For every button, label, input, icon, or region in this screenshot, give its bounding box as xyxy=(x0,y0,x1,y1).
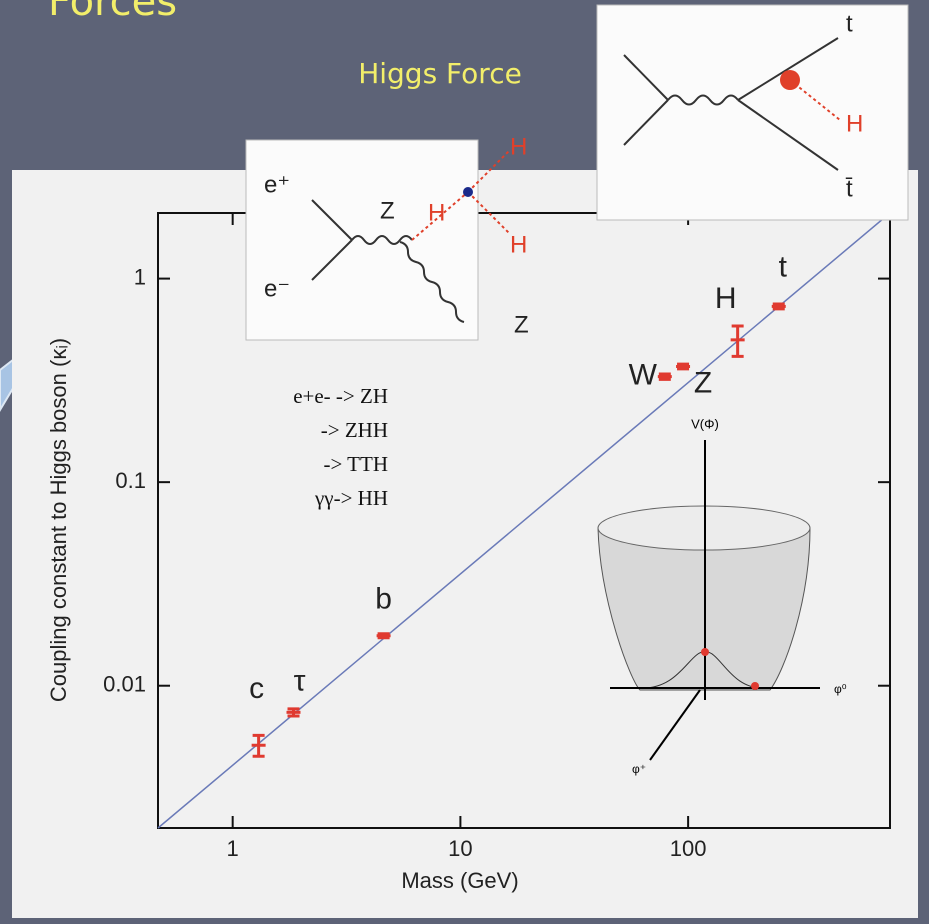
diagram-label: t̄ xyxy=(845,175,853,202)
diagram-label: H xyxy=(510,133,527,160)
y-tick-label: 0.01 xyxy=(103,672,146,697)
point-label: b xyxy=(375,583,392,616)
y-tick-label: 1 xyxy=(134,264,146,289)
diagram-label: e⁺ xyxy=(264,171,290,198)
diagram-tth: t H t̄ xyxy=(597,5,908,220)
diagram-label: H xyxy=(510,231,527,258)
x-tick-label: 10 xyxy=(448,836,472,861)
potential-label: φ⁰ xyxy=(834,682,847,696)
slide-title: Forces xyxy=(48,0,177,25)
annotation: -> ZHH xyxy=(321,418,388,442)
y-tick-label: 0.1 xyxy=(115,468,146,493)
vertex xyxy=(463,187,473,197)
diagram-label: Z xyxy=(514,311,529,338)
slide: Forces Higgs Force Mass (GeV) Coupling c… xyxy=(0,0,929,924)
point-label: Z xyxy=(694,366,712,399)
dot xyxy=(701,648,709,656)
diagram-label: H xyxy=(846,110,863,137)
dot xyxy=(751,682,759,690)
diagram-label: t xyxy=(846,10,853,37)
diagram-label: e⁻ xyxy=(264,275,290,302)
diagram-box xyxy=(246,140,478,340)
vertex xyxy=(780,70,800,90)
point-label: H xyxy=(715,282,737,315)
potential-label: φ⁺ xyxy=(632,762,646,776)
point-label: t xyxy=(779,250,788,283)
point-label: W xyxy=(629,359,658,392)
slide-subtitle: Higgs Force xyxy=(358,57,522,90)
point-label: τ xyxy=(294,664,306,697)
annotation: γγ-> HH xyxy=(314,486,388,510)
point-label: c xyxy=(249,672,264,705)
annotation: e+e- -> ZH xyxy=(293,384,388,408)
potential-label: V(Φ) xyxy=(691,416,719,431)
diagram-label: H xyxy=(428,199,445,226)
x-tick-label: 100 xyxy=(670,836,707,861)
x-tick-label: 1 xyxy=(227,836,239,861)
annotation: -> TTH xyxy=(323,452,388,476)
x-axis-label: Mass (GeV) xyxy=(401,868,518,893)
y-axis-label: Coupling constant to Higgs boson (κᵢ) xyxy=(46,338,71,702)
diagram-label: Z xyxy=(380,197,395,224)
